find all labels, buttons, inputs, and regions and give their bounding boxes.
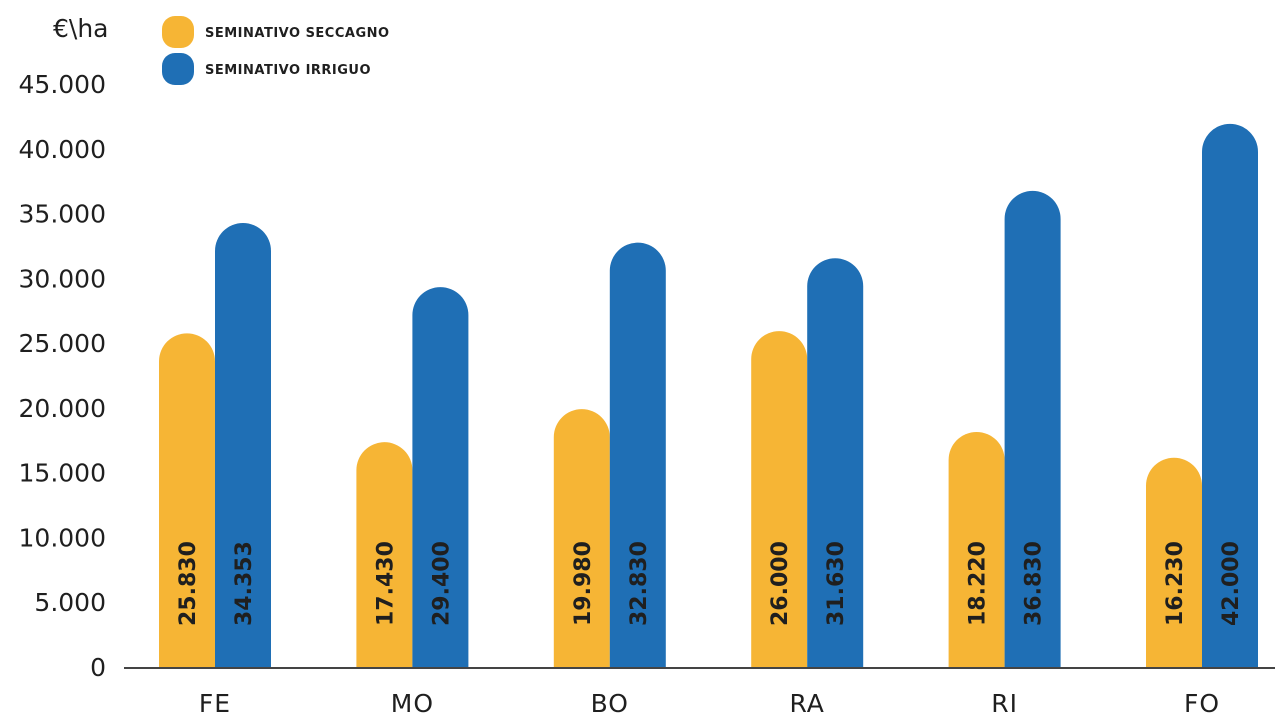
bar-seccagno-fe [159,333,215,668]
bar-irriguo-ra [807,258,864,668]
y-tick-label: 30.000 [19,264,106,293]
legend-swatch-irriguo [162,53,194,85]
bar-value-label: 17.430 [373,541,398,626]
legend: SEMINATIVO SECCAGNO SEMINATIVO IRRIGUO [162,16,390,85]
bar-value-label: 18.220 [966,541,991,626]
bar-value-label: 32.830 [627,541,652,626]
bar-irriguo-bo [609,242,666,668]
bar-value-label: 42.000 [1219,541,1244,626]
bar-seccagno-mo [356,442,413,668]
y-tick-label: 5.000 [34,588,106,617]
y-tick-label: 20.000 [19,394,106,423]
y-tick-label: 35.000 [19,200,106,229]
bar-value-label: 16.230 [1163,541,1188,626]
bar-irriguo-mo [412,287,469,668]
legend-label-irriguo: SEMINATIVO IRRIGUO [205,63,371,78]
x-tick-label-mo: MO [391,689,434,718]
bar-irriguo-fe [215,222,271,668]
y-tick-label: 25.000 [19,329,106,358]
bar-seccagno-bo [553,409,610,668]
bar-seccagno-fo [1146,457,1202,668]
x-tick-label-fo: FO [1184,689,1220,718]
bar-irriguo-fo [1202,123,1258,668]
legend-swatch-seccagno [162,16,194,48]
x-tick-label-ri: RI [991,689,1018,718]
y-tick-label: 40.000 [19,135,106,164]
x-axis: FE MO BO RA RI FO [199,689,1220,718]
x-tick-label-bo: BO [591,689,629,718]
bar-value-label: 29.400 [429,541,454,626]
bar-value-label: 19.980 [571,541,596,626]
y-tick-label: 45.000 [19,70,106,99]
bar-value-label: 36.830 [1022,541,1047,626]
bar-value-label: 31.630 [824,541,849,626]
y-tick-label: 15.000 [19,459,106,488]
x-tick-label-fe: FE [199,689,231,718]
legend-label-seccagno: SEMINATIVO SECCAGNO [205,26,390,41]
y-axis-unit-label: €\ha [53,14,109,43]
bar-value-label: 25.830 [176,541,201,626]
bar-seccagno-ri [948,431,1005,668]
x-tick-label-ra: RA [789,689,824,718]
y-tick-label: 0 [90,653,106,682]
bar-value-label: 26.000 [768,541,793,626]
y-axis: 0 5.000 10.000 15.000 20.000 25.000 30.000 35.0… [19,70,106,682]
bar-value-label: 34.353 [232,541,257,626]
y-tick-label: 10.000 [19,523,106,552]
bar-irriguo-ri [1004,190,1061,668]
bar-seccagno-ra [751,331,808,668]
bars: 25.830 34.353 17.430 29.400 19.980 32.830 26.0… [159,123,1258,668]
